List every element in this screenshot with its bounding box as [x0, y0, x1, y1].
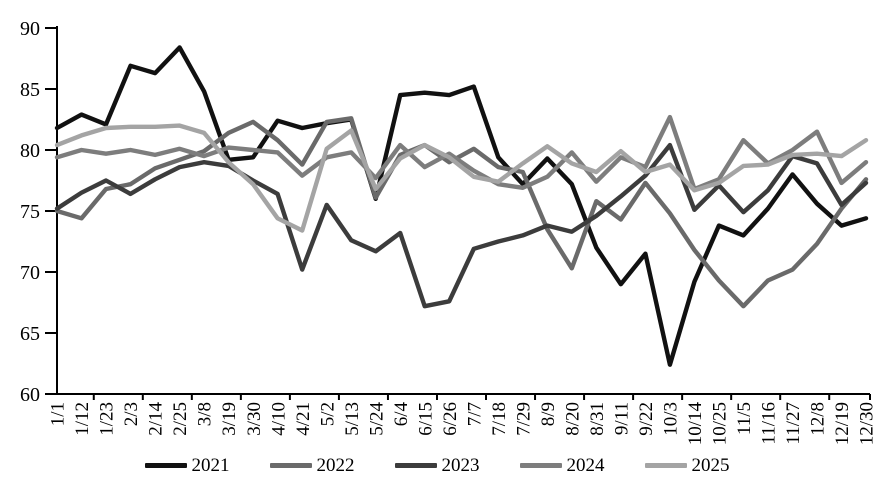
legend-label-2022: 2022 [316, 455, 355, 476]
x-tick-label: 7/7 [464, 402, 485, 426]
x-tick-label: 12/8 [808, 402, 829, 436]
x-tick-label: 4/10 [268, 402, 289, 436]
legend-swatch-2023 [394, 463, 437, 468]
series-lines [54, 45, 869, 367]
legend-swatch-2021 [144, 463, 187, 468]
x-tick-label: 11/5 [734, 402, 755, 435]
legend-label-2021: 2021 [191, 455, 230, 476]
x-tick-label: 2/25 [170, 402, 191, 436]
x-tick-label: 10/25 [710, 402, 731, 445]
x-tick-label: 5/13 [342, 402, 363, 436]
series-line-2021 [54, 45, 869, 367]
y-tick-label: 85 [20, 79, 40, 101]
x-tick-label: 12/30 [857, 402, 874, 445]
legend-label-2023: 2023 [441, 455, 480, 476]
x-tick-label: 8/31 [587, 402, 608, 436]
x-tick-label: 10/14 [685, 402, 706, 446]
series-line-2022 [54, 116, 869, 309]
x-tick-label: 3/30 [244, 402, 265, 436]
legend-item-2022: 2022 [269, 455, 355, 476]
x-tick-label: 10/3 [661, 402, 682, 436]
legend-label-2024: 2024 [566, 455, 605, 476]
x-tick-label: 7/18 [489, 402, 510, 436]
series-line-2023 [54, 142, 869, 309]
y-tick-label: 75 [20, 201, 40, 223]
x-axis-ticks [92, 394, 871, 400]
x-tick-label: 6/4 [391, 402, 412, 427]
x-tick-label: 2/3 [121, 402, 142, 426]
x-tick-label: 8/20 [562, 402, 583, 436]
y-tick-label: 65 [20, 323, 40, 345]
y-tick-label: 90 [20, 18, 40, 40]
x-tick-label: 1/1 [48, 402, 69, 426]
x-tick-label: 3/8 [195, 402, 216, 426]
y-tick-label: 80 [20, 140, 40, 162]
x-tick-label: 4/21 [293, 402, 314, 436]
legend-swatch-2022 [269, 463, 312, 468]
x-tick-label: 7/29 [513, 402, 534, 436]
x-tick-label: 2/14 [146, 402, 167, 436]
y-tick-label: 70 [20, 262, 40, 284]
x-tick-label: 1/12 [72, 402, 93, 436]
legend-item-2021: 2021 [144, 455, 230, 476]
x-tick-label: 1/23 [97, 402, 118, 436]
legend-item-2025: 2025 [644, 455, 730, 476]
x-tick-label: 11/27 [783, 402, 804, 445]
x-tick-label: 12/19 [832, 402, 853, 445]
legend-item-2024: 2024 [519, 455, 605, 476]
series-line-2025 [54, 123, 869, 233]
x-tick-label: 6/15 [415, 402, 436, 436]
x-tick-label: 11/16 [759, 402, 780, 445]
x-tick-label: 8/9 [538, 402, 559, 426]
x-tick-label: 9/11 [611, 402, 632, 435]
x-tick-label: 9/22 [636, 402, 657, 436]
legend-swatch-2025 [644, 463, 687, 468]
y-axis: 60 65 70 75 80 85 90 [20, 18, 57, 406]
x-tick-label: 6/26 [440, 402, 461, 436]
x-tick-label: 5/2 [317, 402, 338, 426]
series-line-2024 [54, 114, 869, 192]
legend: 2021 2022 2023 2024 2025 [0, 456, 874, 475]
x-tick-label: 3/19 [219, 402, 240, 436]
legend-swatch-2024 [519, 463, 562, 468]
legend-label-2025: 2025 [691, 455, 730, 476]
x-axis-labels: 1/1 1/12 1/23 2/3 2/14 2/25 3/8 3/19 3/30 4/10 4/2… [48, 402, 874, 446]
y-tick-label: 60 [20, 384, 40, 406]
x-tick-label: 5/24 [366, 402, 387, 436]
legend-item-2023: 2023 [394, 455, 480, 476]
